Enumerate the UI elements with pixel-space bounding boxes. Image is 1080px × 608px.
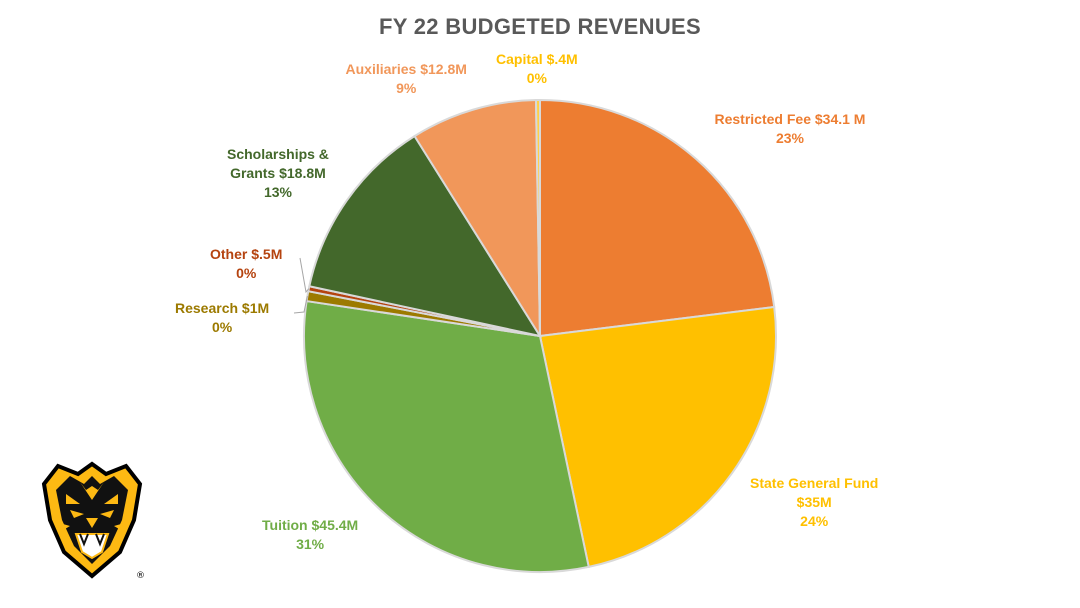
data-label-line: Capital $.4M	[496, 51, 578, 67]
data-label-scholarships-grants: Scholarships & Grants $18.8M 13%	[227, 145, 329, 202]
leader-line	[293, 295, 308, 314]
pie-slice-state-general-fund	[538, 305, 777, 569]
data-label-line: 0%	[211, 319, 233, 335]
data-label-line: 24%	[800, 513, 829, 529]
data-label-research: Research $1M 0%	[175, 299, 269, 337]
data-label-line: Scholarships &	[227, 146, 329, 162]
data-label-line: 0%	[236, 265, 257, 281]
data-label-line: Grants $18.8M	[230, 165, 326, 181]
svg-text:®: ®	[136, 571, 145, 580]
data-label-line: 23%	[775, 130, 804, 146]
data-label-line: 31%	[296, 536, 325, 552]
data-label-restricted-fee: Restricted Fee $34.1 M 23%	[715, 110, 866, 148]
data-label-line: Tuition $45.4M	[262, 517, 359, 533]
data-label-tuition: Tuition $45.4M 31%	[262, 516, 358, 554]
data-label-other: Other $.5M 0%	[210, 245, 282, 283]
chart-title: FY 22 BUDGETED REVENUES	[379, 14, 701, 39]
pie-slice-auxiliaries	[413, 99, 542, 340]
pie-slice-restricted-fee	[539, 98, 776, 338]
data-label-line: 0%	[526, 70, 547, 86]
data-label-line: 9%	[396, 80, 417, 96]
data-label-auxiliaries: Auxiliaries $12.8M 9%	[346, 60, 467, 98]
data-label-capital: Capital $.4M 0%	[496, 50, 578, 88]
data-label-line: Restricted Fee $34.1 M	[714, 111, 866, 127]
data-label-line: Other $.5M	[210, 246, 283, 262]
pie-slice-scholarships-grants	[308, 134, 543, 338]
data-label-line: Research $1M	[175, 300, 270, 316]
leader-line	[299, 257, 310, 294]
tiger-head-logo: ®	[41, 461, 145, 580]
pie-slice-tuition	[303, 299, 590, 573]
data-label-line: 13%	[263, 184, 292, 200]
pie-slice-capital	[534, 98, 541, 337]
data-label-line: State General Fund	[750, 475, 879, 491]
data-label-line: Auxiliaries $12.8M	[345, 61, 467, 77]
data-label-line: $35M	[796, 494, 832, 510]
data-label-state-general-fund: State General Fund $35M 24%	[750, 474, 878, 531]
